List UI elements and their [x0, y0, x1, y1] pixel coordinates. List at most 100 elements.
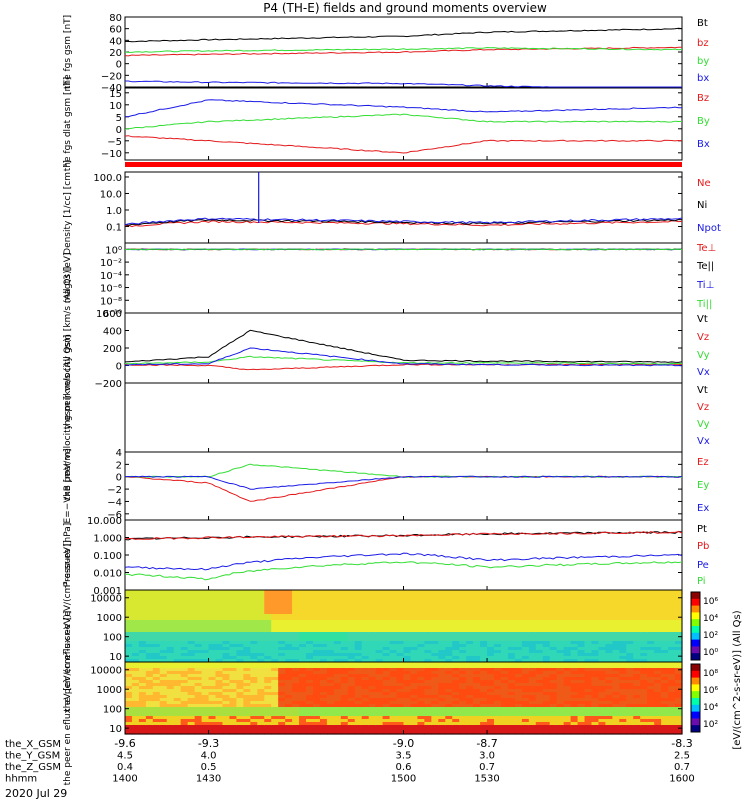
heatmap-cell [473, 725, 481, 729]
heatmap-cell [570, 707, 579, 711]
heatmap-cell [619, 644, 627, 648]
heatmap-cell [368, 641, 377, 645]
heatmap-cell [375, 722, 384, 726]
heatmap-cell [257, 623, 265, 627]
heatmap-cell [250, 713, 258, 717]
heatmap-cell [145, 644, 154, 648]
heatmap-cell [243, 650, 251, 654]
heatmap-cell [306, 713, 314, 717]
heatmap-cell [173, 674, 182, 678]
heatmap-cell [368, 626, 377, 630]
heatmap-cell [257, 728, 265, 732]
heatmap-cell [257, 713, 265, 717]
heatmap-cell [292, 680, 300, 684]
heatmap-cell [640, 710, 648, 714]
heatmap-cell [549, 665, 558, 669]
heatmap-cell [452, 701, 460, 705]
ephemeris-value: 1600 [669, 774, 694, 785]
heatmap-cell [668, 716, 676, 720]
heatmap-cell [535, 695, 544, 699]
heatmap-cell [640, 596, 648, 600]
heatmap-cell [145, 695, 154, 699]
heatmap-cell [640, 731, 648, 735]
heatmap-cell [326, 701, 335, 705]
heatmap-cell [619, 713, 627, 717]
heatmap-cell [542, 668, 551, 672]
heatmap-cell [159, 686, 168, 690]
heatmap-cell [612, 668, 620, 672]
y-axis-label: Density [1/cc] [cm⁻³] [63, 160, 73, 255]
heatmap-cell [333, 722, 342, 726]
heatmap-cell [549, 602, 558, 606]
heatmap-cell [647, 614, 655, 618]
heatmap-cell [312, 629, 321, 633]
heatmap-cell [410, 656, 419, 660]
heatmap-cell [598, 686, 607, 690]
heatmap-cell [215, 698, 224, 702]
heatmap-cell [570, 629, 579, 633]
heatmap-cell [138, 590, 147, 594]
heatmap-cell [654, 698, 662, 702]
heatmap-cell [563, 713, 572, 717]
heatmap-cell [556, 617, 565, 621]
heatmap-cell [187, 656, 196, 660]
heatmap-cell [521, 710, 530, 714]
heatmap-cell [431, 665, 439, 669]
ephemeris-row-label: hhmm [5, 774, 37, 785]
heatmap-cell [661, 635, 669, 639]
heatmap-cell [473, 602, 481, 606]
heatmap-cell [591, 668, 600, 672]
heatmap-cell [166, 611, 175, 615]
heatmap-cell [319, 611, 328, 615]
heatmap-cell [619, 668, 627, 672]
heatmap-cell [333, 614, 342, 618]
heatmap-cell [591, 629, 600, 633]
heatmap-cell [333, 608, 342, 612]
heatmap-cell [201, 629, 210, 633]
heatmap-cell [668, 668, 676, 672]
heatmap-cell [675, 602, 683, 606]
heatmap-cell [661, 692, 669, 696]
heatmap-cell [654, 713, 662, 717]
heatmap-cell [626, 656, 634, 660]
heatmap-cell [306, 650, 314, 654]
heatmap-cell [563, 668, 572, 672]
heatmap-cell [640, 674, 648, 678]
heatmap-cell [271, 608, 279, 612]
heatmap-cell [166, 662, 175, 666]
heatmap-cell [661, 626, 669, 630]
heatmap-cell [125, 641, 133, 645]
heatmap-cell [591, 617, 600, 621]
heatmap-cell [375, 641, 384, 645]
heatmap-cell [661, 665, 669, 669]
heatmap-cell [619, 719, 627, 723]
heatmap-cell [410, 698, 419, 702]
heatmap-cell [563, 689, 572, 693]
heatmap-cell [271, 632, 279, 636]
heatmap-cell [257, 674, 265, 678]
heatmap-cell [125, 620, 133, 624]
heatmap-cell [173, 647, 182, 651]
heatmap-cell [222, 686, 231, 690]
heatmap-cell [333, 644, 342, 648]
heatmap-cell [612, 629, 620, 633]
heatmap-cell [431, 695, 439, 699]
heatmap-cell [333, 629, 342, 633]
heatmap-cell [542, 641, 551, 645]
heatmap-cell [577, 641, 586, 645]
heatmap-cell [403, 599, 412, 603]
heatmap-cell [312, 725, 321, 729]
heatmap-cell [257, 689, 265, 693]
heatmap-cell [466, 617, 474, 621]
legend-Vx: Vx [697, 436, 710, 447]
heatmap-cell [445, 701, 453, 705]
ephemeris-value: 3.0 [479, 751, 495, 762]
heatmap-cell [285, 596, 293, 600]
heatmap-cell [570, 599, 579, 603]
heatmap-cell [201, 611, 210, 615]
heatmap-cell [264, 719, 272, 723]
heatmap-cell [382, 650, 391, 654]
heatmap-cell [598, 728, 607, 732]
heatmap-cell [361, 716, 370, 720]
